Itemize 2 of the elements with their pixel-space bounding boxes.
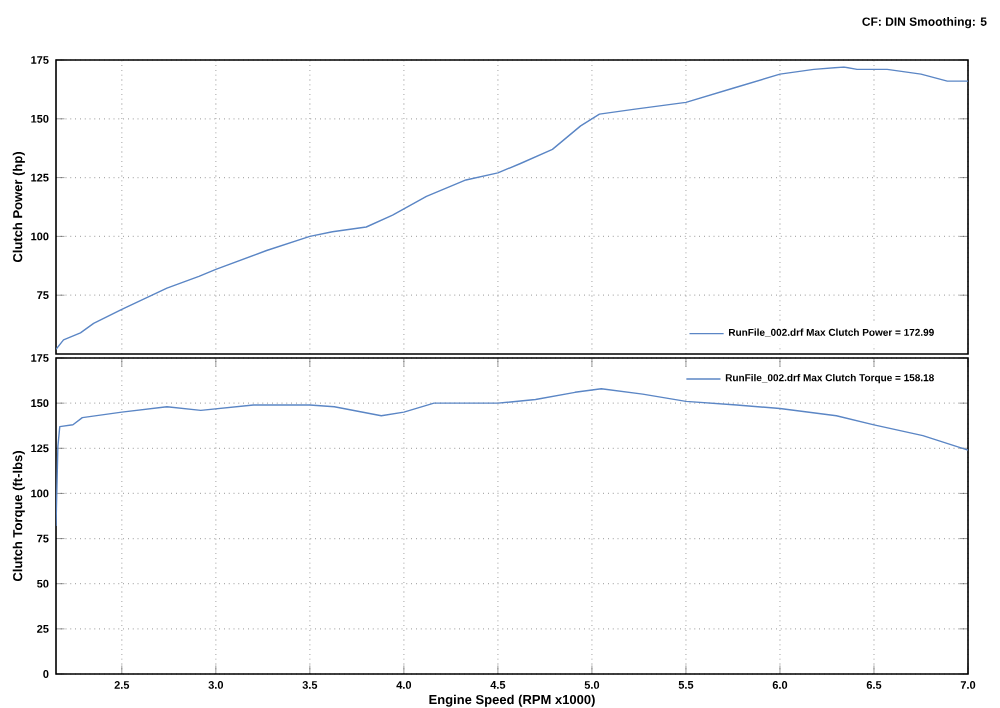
line-series bbox=[56, 66, 969, 350]
line-series bbox=[56, 388, 969, 527]
